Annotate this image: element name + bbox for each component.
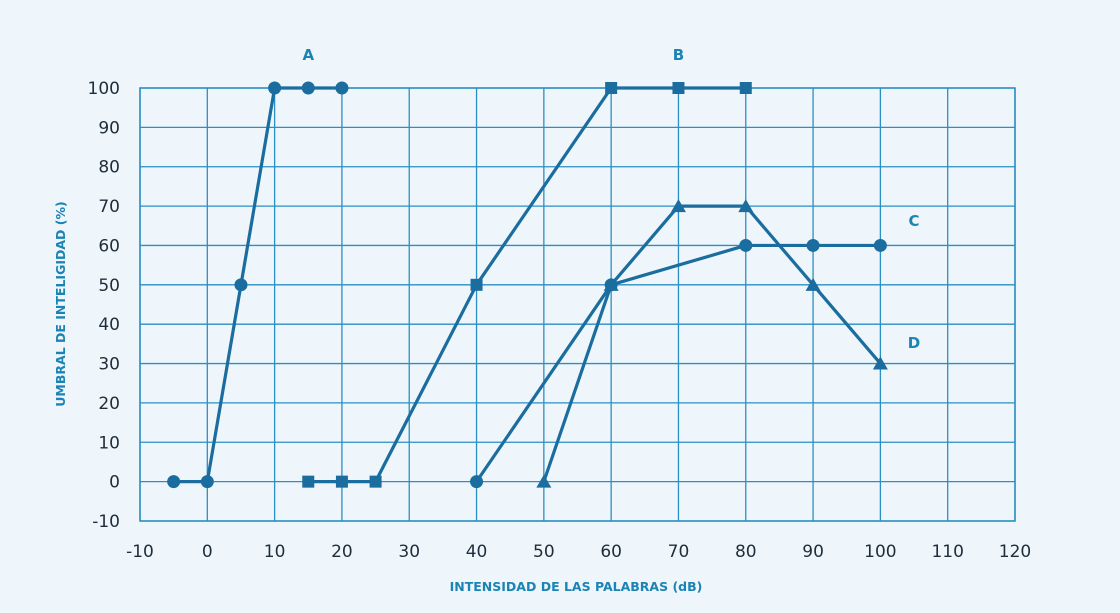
- x-tick-label: 50: [533, 542, 555, 562]
- series-label-D: D: [908, 334, 920, 352]
- grid: [139, 87, 1016, 522]
- series-label-A: A: [302, 46, 314, 64]
- data-point-A: [200, 475, 214, 489]
- y-tick-label: 60: [98, 236, 120, 256]
- y-tick-label: 100: [88, 79, 120, 99]
- data-point-A: [335, 81, 349, 95]
- data-point-A: [268, 81, 282, 95]
- x-tick-label: 80: [735, 542, 757, 562]
- data-point-B: [605, 82, 618, 94]
- plot-frame: [139, 87, 1016, 522]
- y-tick-label: 30: [98, 355, 120, 375]
- x-tick-label: 120: [999, 542, 1031, 562]
- y-tick-label: 0: [109, 473, 120, 493]
- x-tick-label: -10: [126, 542, 154, 562]
- x-tick-label: 110: [931, 542, 963, 562]
- y-tick-label: 10: [98, 433, 120, 453]
- x-tick-label: 90: [802, 542, 824, 562]
- data-point-D: [603, 277, 619, 291]
- series: [167, 81, 888, 489]
- y-tick-label: 40: [98, 315, 120, 335]
- data-point-D: [872, 356, 888, 370]
- y-tick-label: 70: [98, 197, 120, 217]
- data-point-B: [739, 82, 752, 94]
- x-tick-label: 0: [202, 542, 213, 562]
- x-axis-title: INTENSIDAD DE LAS PALABRAS (dB): [450, 579, 703, 594]
- data-point-A: [234, 278, 248, 292]
- data-point-B: [302, 475, 315, 488]
- x-tick-label: 30: [398, 542, 420, 562]
- series-label-B: B: [673, 46, 684, 64]
- data-point-B: [672, 82, 685, 94]
- data-point-C: [806, 238, 820, 252]
- x-tick-label: 10: [264, 542, 286, 562]
- y-tick-label: 80: [98, 158, 120, 178]
- series-line-D: [542, 204, 882, 483]
- data-point-B: [335, 475, 348, 488]
- series-labels: A B C D: [302, 46, 920, 352]
- data-point-D: [738, 199, 754, 213]
- y-tick-label: 20: [98, 394, 120, 414]
- y-tick-label: 90: [98, 118, 120, 138]
- series-label-C: C: [909, 212, 920, 230]
- data-point-D: [536, 474, 552, 488]
- data-point-A: [301, 81, 315, 95]
- x-tick-label: 100: [864, 542, 896, 562]
- data-point-A: [167, 475, 181, 489]
- y-axis-title: UMBRAL DE INTELIGIDAD (%): [53, 201, 68, 406]
- data-point-C: [873, 238, 887, 252]
- x-tick-label: 40: [466, 542, 488, 562]
- data-point-C: [470, 475, 484, 489]
- y-tick-label: -10: [92, 512, 120, 532]
- x-tick-label: 70: [668, 542, 690, 562]
- data-point-D: [670, 199, 686, 213]
- data-point-D: [805, 277, 821, 291]
- tick-labels: -10 0 10 20 30 40 50 60 70 80 90 100 110 120 -10 0 10 20 3…: [88, 79, 1032, 562]
- y-tick-label: 50: [98, 276, 120, 296]
- data-point-C: [739, 238, 753, 252]
- x-tick-label: 60: [600, 542, 622, 562]
- data-point-B: [470, 278, 483, 291]
- data-point-B: [369, 475, 382, 488]
- x-tick-label: 20: [331, 542, 353, 562]
